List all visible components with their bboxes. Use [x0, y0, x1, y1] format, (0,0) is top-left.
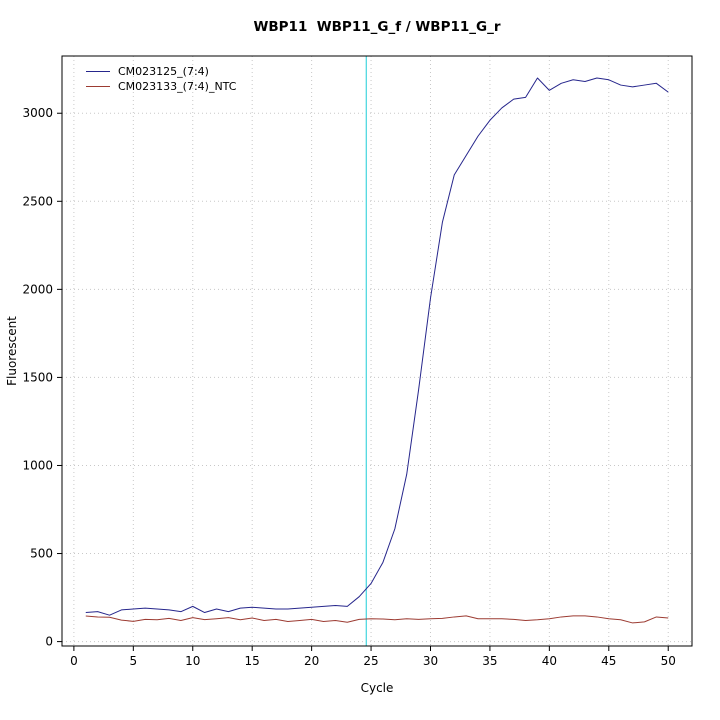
chart-title: WBP11 WBP11_G_f / WBP11_G_r [253, 19, 500, 35]
svg-text:1000: 1000 [22, 458, 53, 472]
svg-text:45: 45 [601, 654, 616, 668]
svg-text:40: 40 [542, 654, 557, 668]
svg-text:50: 50 [661, 654, 676, 668]
x-axis-label: Cycle [361, 681, 394, 695]
svg-text:2000: 2000 [22, 282, 53, 296]
legend-line-swatch-series-2 [86, 86, 110, 87]
svg-text:0: 0 [45, 635, 53, 649]
svg-text:3000: 3000 [22, 106, 53, 120]
svg-text:25: 25 [363, 654, 378, 668]
svg-text:10: 10 [185, 654, 200, 668]
svg-text:500: 500 [30, 547, 53, 561]
legend-label-series-2: CM023133_(7:4)_NTC [118, 80, 237, 93]
svg-text:30: 30 [423, 654, 438, 668]
legend: CM023125_(7:4) CM023133_(7:4)_NTC [86, 64, 236, 94]
svg-text:35: 35 [482, 654, 497, 668]
y-axis-label: Fluorescent [5, 316, 19, 386]
svg-text:2500: 2500 [22, 194, 53, 208]
legend-line-swatch-series-1 [86, 71, 110, 72]
legend-label-series-1: CM023125_(7:4) [118, 65, 209, 78]
svg-text:5: 5 [130, 654, 138, 668]
legend-item: CM023133_(7:4)_NTC [86, 79, 236, 94]
svg-text:1500: 1500 [22, 370, 53, 384]
svg-text:0: 0 [70, 654, 78, 668]
svg-text:15: 15 [245, 654, 260, 668]
legend-item: CM023125_(7:4) [86, 64, 236, 79]
svg-text:20: 20 [304, 654, 319, 668]
